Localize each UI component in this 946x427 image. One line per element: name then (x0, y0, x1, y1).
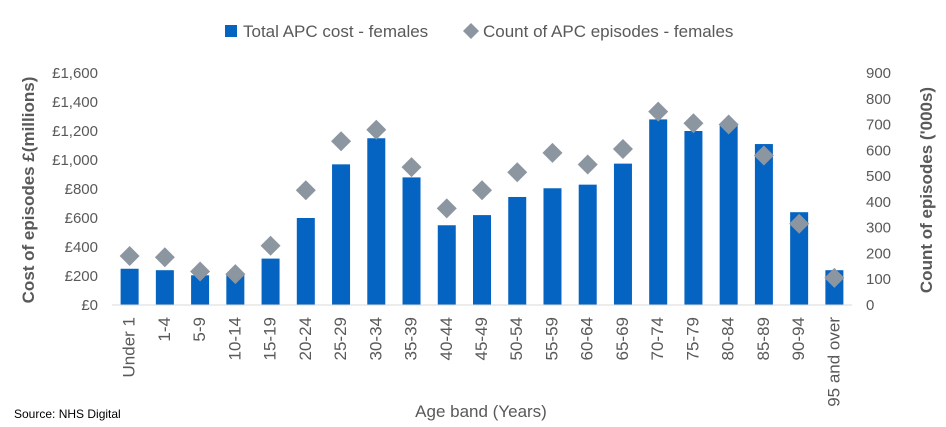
bar (296, 218, 315, 305)
legend-marker-count (463, 23, 479, 39)
x-tick-label: 85-89 (754, 317, 773, 360)
y-tick-left: £1,600 (52, 65, 98, 82)
x-tick-label: 20-24 (296, 317, 315, 360)
bar-series (120, 119, 844, 306)
x-tick-label: 50-54 (507, 317, 526, 360)
marker (331, 131, 352, 152)
y-tick-right: 700 (866, 117, 891, 134)
source-note: Source: NHS Digital (14, 407, 121, 421)
y-tick-left: £1,000 (52, 152, 98, 169)
legend-swatch-cost (225, 25, 237, 37)
legend-label-cost: Total APC cost - females (243, 22, 428, 41)
x-tick-label: 40-44 (437, 317, 456, 360)
bar (226, 273, 245, 305)
bar (508, 196, 527, 305)
y-tick-left: £800 (65, 181, 98, 198)
x-tick-label: 25-29 (331, 317, 350, 360)
y-tick-right: 0 (866, 297, 874, 314)
x-tick-label: 1-4 (155, 317, 174, 342)
bar (191, 275, 210, 305)
x-tick-label: 45-49 (472, 317, 491, 360)
bar (543, 188, 562, 305)
y-axis-right-title: Count of episodes ('000s) (917, 87, 936, 293)
x-tick-label: 35-39 (402, 317, 421, 360)
bar (261, 258, 280, 305)
x-tick-label: 10-14 (225, 317, 244, 360)
bar (578, 184, 597, 305)
bar (402, 177, 421, 305)
marker (225, 264, 246, 285)
marker (472, 180, 492, 201)
marker (612, 139, 633, 160)
marker (154, 247, 175, 268)
marker (190, 261, 211, 282)
x-axis-title: Age band (Years) (415, 402, 547, 421)
x-tick-label: 5-9 (190, 317, 209, 342)
bar (790, 212, 809, 305)
marker (366, 119, 387, 140)
x-tick-label: 75-79 (683, 317, 702, 360)
y-tick-left: £400 (65, 239, 98, 256)
bar (120, 268, 139, 305)
y-axis-right: 0 100 200 300 400 500 600 700 800 900 (866, 65, 891, 314)
marker (789, 213, 810, 234)
bar (684, 131, 703, 305)
bar (155, 270, 174, 305)
y-axis-left-title: Cost of episodes £(millions) (19, 77, 38, 304)
y-tick-left: £0 (81, 297, 98, 314)
marker (436, 198, 457, 219)
bar (437, 225, 456, 305)
legend: Total APC cost - females Count of APC ep… (225, 22, 733, 41)
x-tick-label: 80-84 (719, 317, 738, 360)
x-tick-label: 90-94 (789, 317, 808, 360)
marker (753, 145, 774, 166)
y-tick-right: 300 (866, 220, 891, 237)
bar (473, 215, 491, 305)
marker (542, 142, 563, 163)
x-tick-label: 15-19 (261, 317, 280, 360)
bar (649, 119, 668, 306)
y-axis-left: £0 £200 £400 £600 £800 £1,000 £1,200 £1,400 £1,6… (52, 65, 98, 314)
x-tick-label: 95 and over (824, 317, 843, 407)
y-tick-left: £200 (65, 268, 98, 285)
y-tick-left: £1,200 (52, 123, 98, 140)
marker (401, 157, 422, 178)
y-tick-left: £600 (65, 210, 98, 227)
y-tick-right: 500 (866, 168, 891, 185)
y-tick-right: 900 (866, 65, 891, 82)
marker-series (119, 101, 845, 288)
x-tick-label: 70-74 (648, 317, 667, 360)
x-axis-categories: Under 1 1-4 5-9 10-14 15-19 20-24 25-29 30-34 35… (120, 317, 844, 407)
x-tick-label: Under 1 (120, 317, 139, 377)
y-tick-right: 800 (866, 91, 891, 108)
bar (754, 144, 773, 305)
marker (824, 267, 845, 288)
marker (718, 114, 739, 135)
y-tick-left: £1,400 (52, 94, 98, 111)
marker (507, 162, 528, 183)
x-tick-label: 55-59 (542, 317, 561, 360)
marker (119, 246, 140, 267)
x-tick-label: 60-64 (578, 317, 597, 360)
marker (260, 235, 281, 256)
x-tick-label: 65-69 (613, 317, 632, 360)
y-tick-right: 100 (866, 271, 891, 288)
bar (719, 123, 738, 305)
marker (577, 154, 598, 175)
legend-label-count: Count of APC episodes - females (483, 22, 733, 41)
marker (295, 180, 316, 201)
y-tick-right: 600 (866, 142, 891, 159)
marker (648, 101, 669, 122)
marker (683, 113, 704, 134)
y-tick-right: 400 (866, 194, 891, 211)
bar (367, 138, 386, 305)
x-tick-label: 30-34 (366, 317, 385, 360)
y-tick-right: 200 (866, 245, 891, 262)
bar (332, 164, 351, 305)
bar (613, 163, 632, 305)
